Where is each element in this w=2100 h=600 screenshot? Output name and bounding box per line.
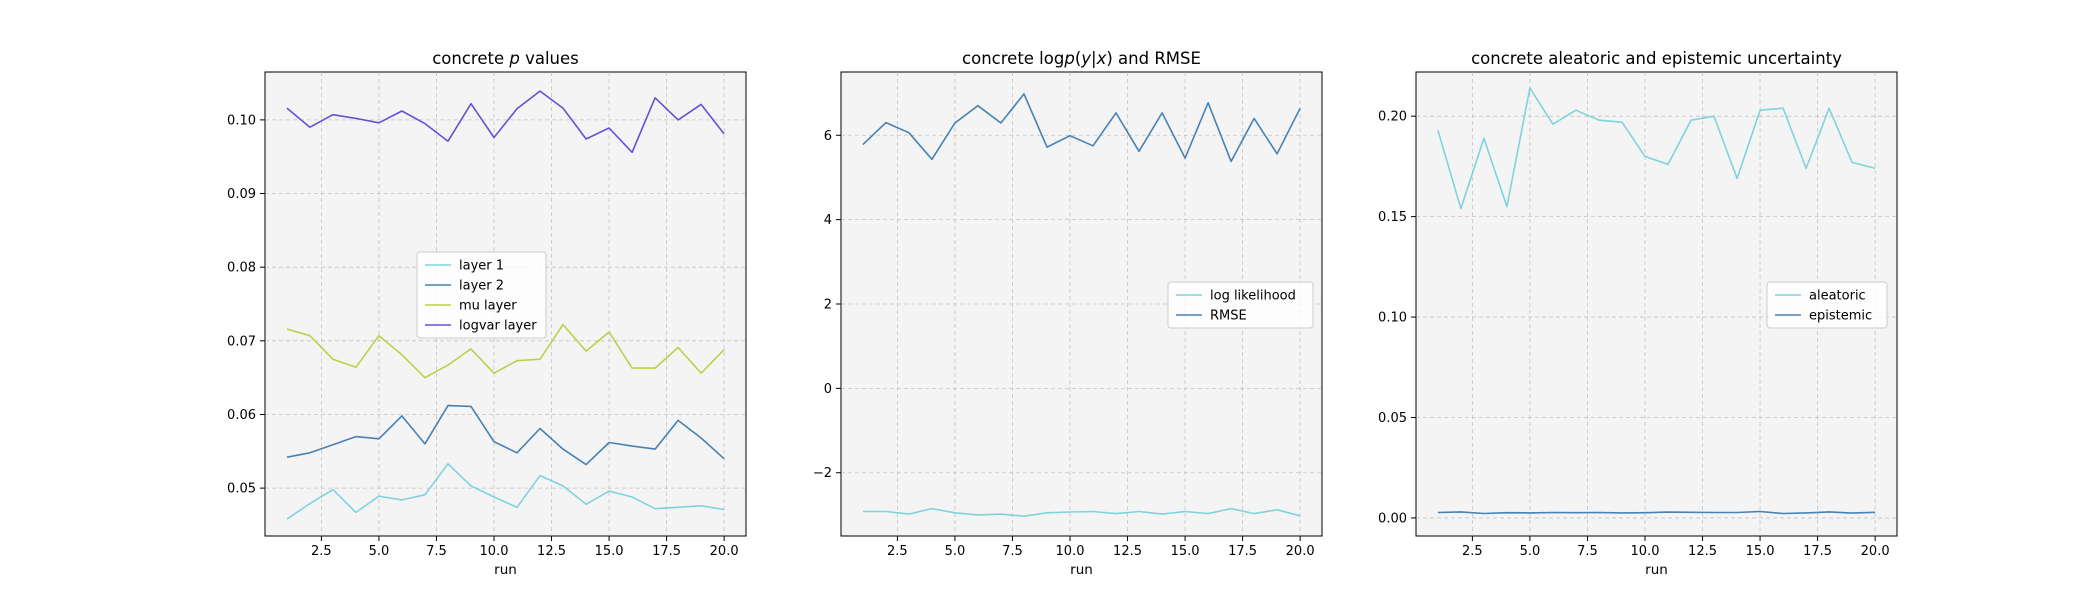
legend-3: aleatoric epistemic bbox=[1766, 281, 1888, 329]
x-tick-label: 5.0 bbox=[945, 544, 966, 559]
x-tick-label: 15.0 bbox=[1171, 544, 1200, 559]
chart-title-1: concrete p values bbox=[432, 49, 579, 68]
x-ticks-1: 2.5 5.0 7.5 10.0 12.5 15.0 17.5 20.0 bbox=[311, 536, 739, 559]
legend-label: RMSE bbox=[1210, 309, 1247, 324]
y-tick-label: −2 bbox=[813, 466, 832, 481]
x-tick-label: 10.0 bbox=[480, 544, 509, 559]
y-tick-label: 0.06 bbox=[227, 408, 256, 423]
x-tick-label: 10.0 bbox=[1631, 544, 1660, 559]
x-tick-label: 20.0 bbox=[1286, 544, 1315, 559]
y-ticks-3: 0.00 0.05 0.10 0.15 0.20 bbox=[1378, 110, 1416, 526]
series-line-mu-layer bbox=[286, 323, 725, 379]
x-tick-label: 15.0 bbox=[1746, 544, 1775, 559]
x-tick-label: 5.0 bbox=[369, 544, 390, 559]
grid-1 bbox=[265, 72, 746, 536]
x-axis-label-1: run bbox=[494, 562, 517, 578]
x-tick-label: 2.5 bbox=[887, 544, 908, 559]
x-tick-label: 12.5 bbox=[1688, 544, 1717, 559]
series-layer-1 bbox=[286, 90, 725, 520]
legend-label: epistemic bbox=[1809, 309, 1872, 324]
legend-label: log likelihood bbox=[1210, 289, 1296, 304]
series-line-epistemic bbox=[1437, 510, 1876, 515]
series-line-log-likelihood bbox=[862, 507, 1301, 518]
y-tick-label: 0.09 bbox=[227, 187, 256, 202]
chart-title-3: concrete aleatoric and epistemic uncerta… bbox=[1471, 49, 1842, 68]
y-ticks-2: −2 0 2 4 6 bbox=[813, 129, 841, 481]
x-tick-label: 7.5 bbox=[1002, 544, 1023, 559]
y-tick-label: 0.10 bbox=[227, 113, 256, 128]
x-axis-label-2: run bbox=[1070, 562, 1093, 578]
series-line-layer-2 bbox=[286, 404, 725, 466]
x-tick-label: 17.5 bbox=[1803, 544, 1832, 559]
series-line-aleatoric bbox=[1437, 87, 1876, 210]
x-ticks-3: 2.5 5.0 7.5 10.0 12.5 15.0 17.5 20.0 bbox=[1462, 536, 1890, 559]
legend-label: layer 1 bbox=[459, 259, 504, 274]
chart-panel-1: 2.5 5.0 7.5 10.0 12.5 15.0 17.5 20.0 0.050.060.… bbox=[227, 49, 747, 578]
y-tick-label: 0 bbox=[824, 382, 832, 397]
chart-panel-3: 2.5 5.0 7.5 10.0 12.5 15.0 17.5 20.0 0.000.050.… bbox=[1378, 49, 1898, 578]
chart-title-2: concrete logp(y|x) and RMSE bbox=[962, 49, 1201, 68]
x-axis-label-3: run bbox=[1645, 562, 1668, 578]
y-tick-label: 2 bbox=[824, 298, 832, 313]
series-layer-3 bbox=[1437, 87, 1876, 515]
x-tick-label: 7.5 bbox=[1577, 544, 1598, 559]
grid-3 bbox=[1416, 72, 1897, 536]
grid-2 bbox=[841, 72, 1322, 536]
legend-2: log likelihood RMSE bbox=[1167, 281, 1314, 329]
x-tick-label: 10.0 bbox=[1056, 544, 1085, 559]
legend-1: layer 1 layer 2 mu layer logvar layer bbox=[416, 251, 547, 339]
y-tick-label: 0.10 bbox=[1378, 311, 1407, 326]
legend-box bbox=[416, 251, 547, 339]
x-tick-label: 20.0 bbox=[1861, 544, 1890, 559]
y-tick-label: 0.07 bbox=[227, 334, 256, 349]
y-tick-label: 0.15 bbox=[1378, 210, 1407, 225]
x-tick-label: 20.0 bbox=[710, 544, 739, 559]
legend-label: aleatoric bbox=[1809, 289, 1866, 304]
x-tick-label: 17.5 bbox=[1228, 544, 1257, 559]
series-line-RMSE bbox=[862, 93, 1301, 163]
legend-label: logvar layer bbox=[459, 319, 537, 334]
x-tick-label: 12.5 bbox=[1113, 544, 1142, 559]
series-line-layer-1 bbox=[286, 462, 725, 520]
legend-label: mu layer bbox=[459, 299, 517, 314]
legend-label: layer 2 bbox=[459, 279, 504, 294]
y-tick-label: 0.08 bbox=[227, 261, 256, 276]
x-tick-label: 2.5 bbox=[311, 544, 332, 559]
series-line-logvar-layer bbox=[286, 90, 725, 154]
x-tick-label: 17.5 bbox=[652, 544, 681, 559]
y-tick-label: 6 bbox=[824, 129, 832, 144]
x-tick-label: 7.5 bbox=[426, 544, 447, 559]
y-tick-label: 0.20 bbox=[1378, 110, 1407, 125]
legend-box bbox=[1167, 281, 1314, 329]
x-ticks-2: 2.5 5.0 7.5 10.0 12.5 15.0 17.5 20.0 bbox=[887, 536, 1315, 559]
chart-panel-2: 2.5 5.0 7.5 10.0 12.5 15.0 17.5 20.0 −2 0 2 4 6 con… bbox=[813, 49, 1323, 578]
y-tick-label: 0.05 bbox=[227, 482, 256, 497]
y-tick-label: 4 bbox=[824, 213, 832, 228]
y-tick-label: 0.00 bbox=[1378, 511, 1407, 526]
y-tick-label: 0.05 bbox=[1378, 411, 1407, 426]
series-layer-2 bbox=[862, 93, 1301, 518]
x-tick-label: 2.5 bbox=[1462, 544, 1483, 559]
x-tick-label: 5.0 bbox=[1520, 544, 1541, 559]
x-tick-label: 15.0 bbox=[595, 544, 624, 559]
x-tick-label: 12.5 bbox=[537, 544, 566, 559]
legend-box bbox=[1766, 281, 1888, 329]
y-ticks-1: 0.05 0.06 0.07 0.08 0.09 0.10 bbox=[227, 113, 265, 497]
